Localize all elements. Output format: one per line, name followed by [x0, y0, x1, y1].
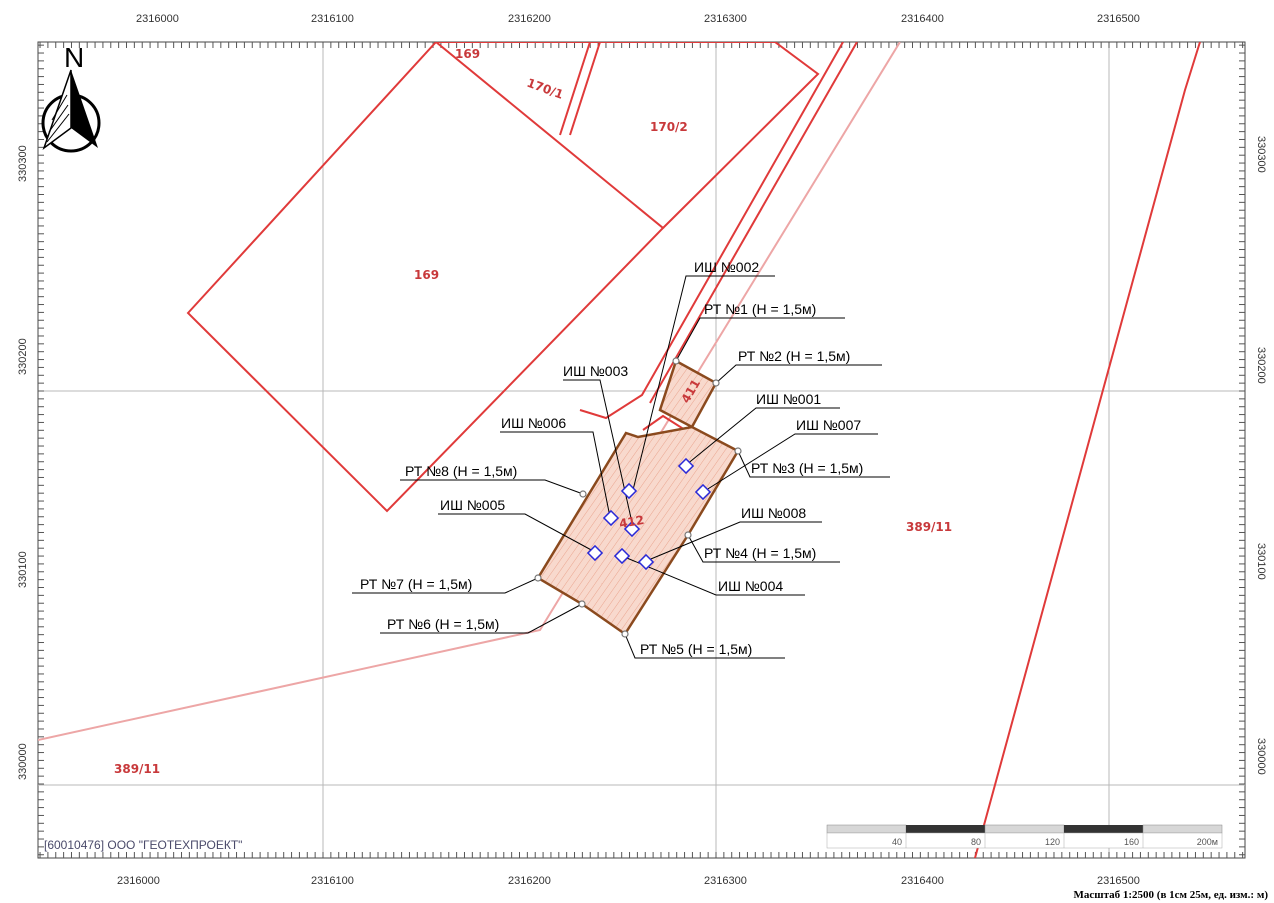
- parcel-label-389-11-west: 389/11: [114, 762, 160, 776]
- parcel-label-412: 412: [618, 513, 645, 531]
- y-label-left-1: 330200: [17, 338, 29, 375]
- y-coordinates-right: 330300 330200 330100 330000: [1255, 136, 1267, 775]
- marker-ish001: [677, 457, 695, 475]
- callout-rt2: РТ №2 (Н = 1,5м): [738, 348, 850, 364]
- north-letter: N: [64, 42, 84, 73]
- y-label-left-3: 330000: [17, 743, 29, 780]
- scale-bar: 40 80 120 160 200м: [826, 824, 1223, 849]
- road-line: [38, 42, 901, 741]
- cadastral-parcels: [186, 42, 1201, 858]
- callout-ish004: ИШ №004: [718, 578, 783, 594]
- parcel-label-169: 169: [414, 268, 439, 282]
- callout-rt7: РТ №7 (Н = 1,5м): [360, 576, 472, 592]
- x-label-bottom-3: 2316300: [704, 875, 747, 887]
- x-label-top-1: 2316100: [311, 13, 354, 25]
- x-label-bottom-0: 2316000: [117, 875, 160, 887]
- scale-tick-120: 120: [1045, 837, 1060, 847]
- scale-tick-160: 160: [1124, 837, 1139, 847]
- callout-rt6: РТ №6 (Н = 1,5м): [387, 616, 499, 632]
- callout-rt1: РТ №1 (Н = 1,5м): [704, 301, 816, 317]
- parcel-label-169-top: 169: [455, 47, 480, 61]
- callout-leaders: [352, 275, 890, 659]
- marker-ish008: [637, 553, 655, 571]
- marker-ish007: [694, 483, 712, 501]
- y-label-left-2: 330100: [17, 551, 29, 588]
- callout-ish001: ИШ №001: [756, 391, 821, 407]
- parcel-label-389-11-east: 389/11: [906, 520, 952, 534]
- callout-ish006: ИШ №006: [501, 415, 566, 431]
- y-label-right-0: 330300: [1255, 136, 1267, 173]
- callout-rt8: РТ №8 (Н = 1,5м): [405, 463, 517, 479]
- vertex-points: [534, 357, 742, 638]
- company-label: [60010476] ООО "ГЕОТЕХПРОЕКТ": [44, 838, 242, 852]
- x-label-bottom-2: 2316200: [508, 875, 551, 887]
- y-label-right-2: 330100: [1255, 543, 1267, 580]
- test-pit-markers: [586, 457, 712, 571]
- marker-ish002: [620, 482, 638, 500]
- scale-caption: Масштаб 1:2500 (в 1см 25м, ед. изм.: м): [1074, 889, 1269, 901]
- callout-rt5: РТ №5 (Н = 1,5м): [640, 641, 752, 657]
- x-label-bottom-4: 2316400: [901, 875, 944, 887]
- y-label-right-3: 330000: [1255, 738, 1267, 775]
- x-label-bottom-5: 2316500: [1097, 875, 1140, 887]
- marker-ish006: [602, 509, 620, 527]
- y-label-left-0: 330300: [17, 145, 29, 182]
- parcel-label-170-2: 170/2: [650, 120, 688, 134]
- x-label-top-5: 2316500: [1097, 13, 1140, 25]
- scale-tick-80: 80: [971, 837, 981, 847]
- scale-tick-40: 40: [892, 837, 902, 847]
- callout-ish007: ИШ №007: [796, 417, 861, 433]
- callout-ish002: ИШ №002: [694, 259, 759, 275]
- x-label-top-3: 2316300: [704, 13, 747, 25]
- x-label-top-0: 2316000: [136, 13, 179, 25]
- callout-ish003: ИШ №003: [563, 363, 628, 379]
- callout-rt4: РТ №4 (Н = 1,5м): [704, 545, 816, 561]
- north-arrow-icon: N: [41, 42, 101, 153]
- x-label-bottom-1: 2316100: [311, 875, 354, 887]
- y-coordinates-left: 330300 330200 330100 330000: [17, 145, 29, 780]
- x-label-top-4: 2316400: [901, 13, 944, 25]
- marker-ish003: [623, 520, 641, 538]
- callout-ish008: ИШ №008: [741, 505, 806, 521]
- coordinate-grid: [38, 42, 1245, 858]
- y-label-right-1: 330200: [1255, 347, 1267, 384]
- marker-ish005: [586, 544, 604, 562]
- frame-ticks: [38, 42, 1245, 858]
- marker-ish004: [613, 547, 631, 565]
- scale-tick-200: 200м: [1197, 837, 1218, 847]
- x-label-top-2: 2316200: [508, 13, 551, 25]
- callout-rt3: РТ №3 (Н = 1,5м): [751, 460, 863, 476]
- callout-ish005: ИШ №005: [440, 497, 505, 513]
- x-coordinates-bottom: 2316000 2316100 2316200 2316300 2316400 …: [117, 875, 1140, 887]
- x-coordinates-top: 2316000 2316100 2316200 2316300 2316400 …: [136, 13, 1140, 25]
